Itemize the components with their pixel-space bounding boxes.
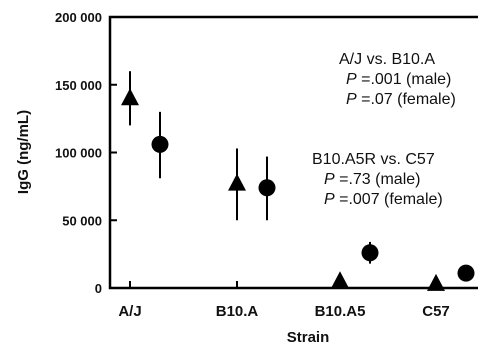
data-marks [121, 71, 475, 291]
y-axis-title: IgG (ng/mL) [15, 110, 32, 194]
y-tick-label: 200 000 [55, 10, 102, 25]
triangle-point [228, 173, 246, 191]
triangle-point [121, 88, 139, 106]
x-axis-title: Strain [287, 329, 330, 346]
x-tick-label: B10.A [216, 303, 259, 320]
y-ticks: 0 50 000 100 000 150 000 200 000 [55, 10, 117, 296]
annotation-line: P =.001 (male) [346, 71, 451, 88]
y-tick-label: 50 000 [62, 213, 102, 228]
x-tick-label: B10.A5 [315, 303, 366, 320]
circle-point [361, 244, 379, 262]
y-tick-label: 150 000 [55, 78, 102, 93]
triangle-point [331, 271, 349, 289]
annotation-line: P =.73 (male) [324, 171, 420, 188]
x-ticks: A/J B10.A B10.A5 C57 [118, 281, 450, 320]
circle-point [258, 179, 276, 197]
annotation-b10a5r-vs-c57: B10.A5R vs. C57 P =.73 (male) P =.007 (fem… [312, 151, 443, 208]
triangle-point [427, 273, 445, 291]
x-tick-label: A/J [118, 303, 141, 320]
annotation-line: B10.A5R vs. C57 [312, 151, 435, 168]
annotation-line: A/J vs. B10.A [339, 51, 435, 68]
y-tick-label: 100 000 [55, 146, 102, 161]
x-tick-label: C57 [422, 303, 450, 320]
annotation-aj-vs-b10a: A/J vs. B10.A P =.001 (male) P =.07 (femal… [339, 51, 456, 108]
y-tick-label: 0 [95, 281, 102, 296]
circle-point [457, 264, 475, 282]
circle-point [151, 135, 169, 153]
annotation-line: P =.007 (female) [324, 191, 443, 208]
annotation-line: P =.07 (female) [346, 91, 456, 108]
